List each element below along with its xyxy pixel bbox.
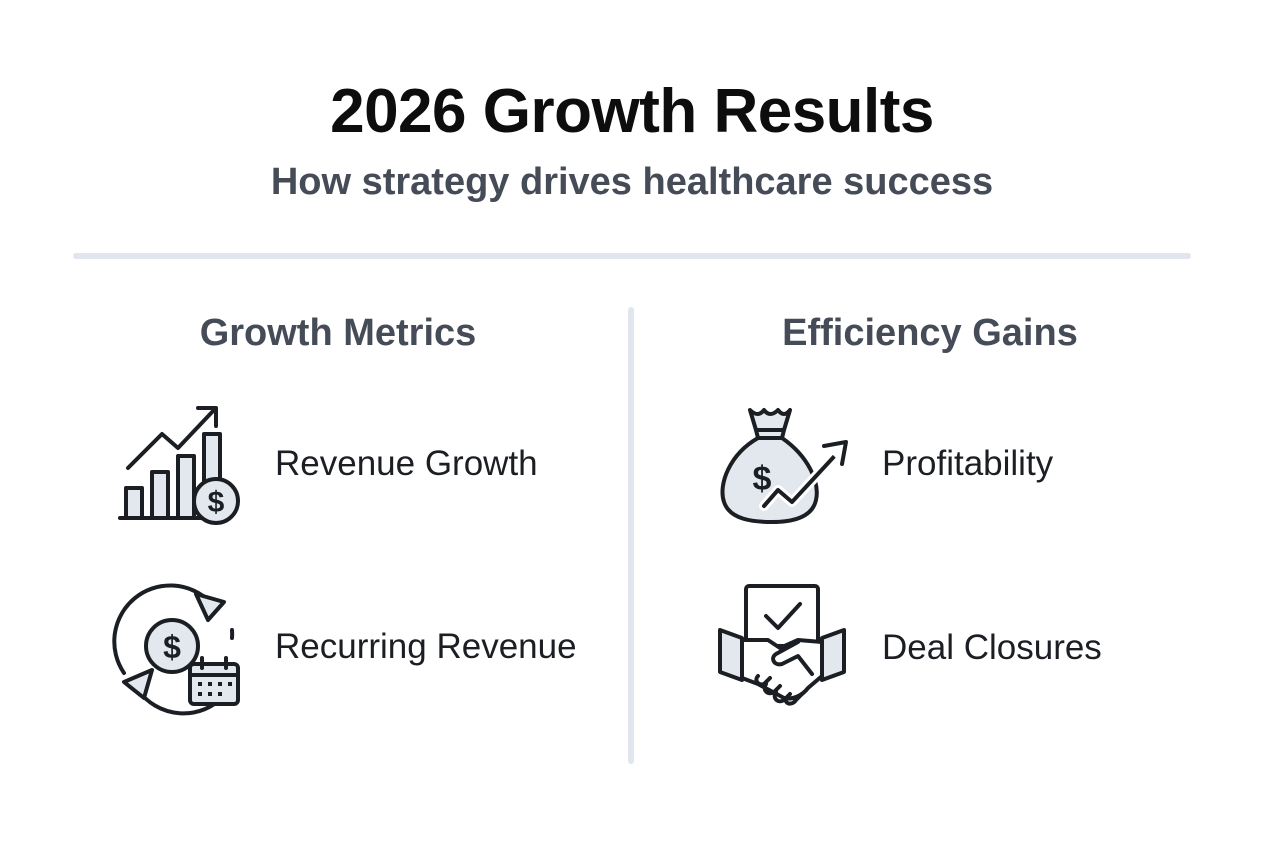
deal-closures-label: Deal Closures <box>882 628 1102 667</box>
profitability-label: Profitability <box>882 444 1054 483</box>
bar-chart-dollar-icon: $ <box>110 398 250 538</box>
recurring-dollar-calendar-icon: $ <box>110 578 250 718</box>
svg-text:$: $ <box>753 460 772 498</box>
efficiency-gains-heading: Efficiency Gains <box>782 312 1078 354</box>
horizontal-divider <box>73 253 1191 259</box>
recurring-revenue-label: Recurring Revenue <box>275 627 577 666</box>
handshake-check-icon <box>712 580 852 720</box>
revenue-growth-label: Revenue Growth <box>275 444 538 483</box>
svg-text:$: $ <box>208 486 225 519</box>
vertical-divider <box>628 307 634 764</box>
growth-metrics-heading: Growth Metrics <box>199 312 477 354</box>
money-bag-arrow-icon: $ <box>712 396 852 536</box>
page-subtitle: How strategy drives healthcare success <box>270 161 994 203</box>
page-title: 2026 Growth Results <box>330 77 934 146</box>
svg-text:$: $ <box>163 629 181 665</box>
